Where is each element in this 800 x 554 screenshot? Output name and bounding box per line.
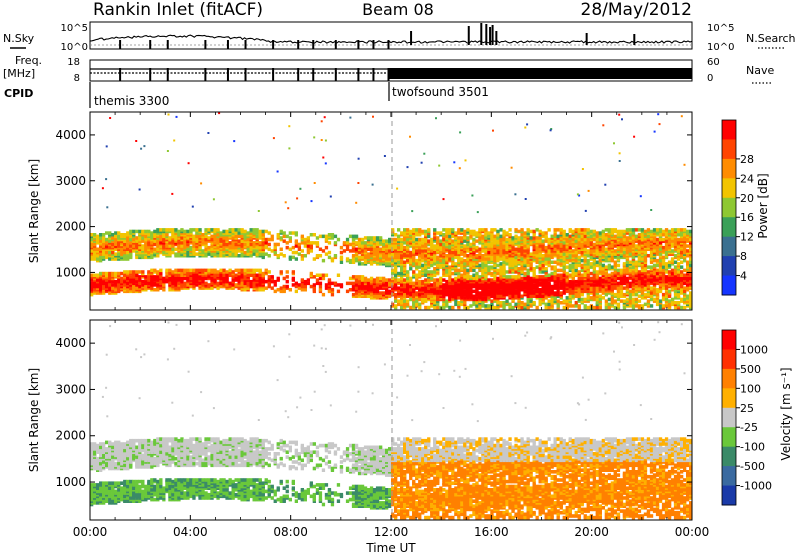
freq-tick-bottom: 8 (74, 73, 80, 84)
nsearch-tick-top: 10^5 (707, 23, 734, 34)
power-colorbar: 4 8 12 16 20 24 28 (721, 119, 754, 296)
x-tick-label: 08:00 (273, 525, 308, 539)
colorbar-tick-label: 12 (740, 231, 754, 244)
colorbar-tick-label: 20 (740, 192, 754, 205)
velocity-ylabel: Slant Range [km] (27, 368, 41, 472)
power-ylabel: Slant Range [km] (27, 159, 41, 263)
station-title: Rankin Inlet (fitACF) (93, 0, 263, 20)
colorbar-tick-label: 8 (740, 250, 747, 263)
nsky-trace (89, 34, 693, 44)
colorbar-tick-label: 4 (740, 270, 747, 283)
nsearch-spikes (410, 23, 636, 45)
x-tick-label: 12:00 (374, 525, 409, 539)
cpid-panel: CPID themis 3300 twofsound 3501 (4, 82, 489, 108)
freq-panel: Freq. [MHz] 18 8 60 0 Nave (3, 54, 774, 84)
power-panel: 1000 2000 3000 4000 Slant Range [km] (27, 111, 693, 311)
nave-label: Nave (746, 64, 774, 77)
x-axis-label: Time UT (365, 541, 416, 554)
velocity-colorbar: 1000 500 100 25 -25 -100 -500 -1000 (721, 329, 772, 506)
date-title: 28/May/2012 (581, 0, 693, 20)
colorbar-tick-label: 25 (740, 402, 754, 415)
nsky-tick-bottom: 10^0 (61, 42, 88, 53)
colorbar-tick-label: -100 (740, 441, 765, 454)
velocity-cells (90, 320, 692, 520)
nsky-panel: N.Sky 10^5 10^0 10^5 10^0 N.Search (3, 21, 796, 53)
x-tick-label: 00:00 (675, 525, 710, 539)
colorbar-tick-label: 24 (740, 172, 754, 185)
colorbar-tick-label: 28 (740, 153, 754, 166)
y-tick-label: 3000 (55, 382, 86, 396)
colorbar-tick-label: -500 (740, 460, 765, 473)
colorbar-tick-label: -1000 (740, 480, 772, 493)
power-colorbar-label: Power [dB] (756, 173, 770, 238)
x-tick-label: 00:00 (73, 525, 108, 539)
freq-unit: [MHz] (3, 67, 35, 80)
nsky-tick-top: 10^5 (61, 23, 88, 34)
nsearch-tick-bottom: 10^0 (707, 42, 734, 53)
freq-tick-top: 18 (67, 57, 80, 68)
nave-tick-top: 60 (707, 57, 720, 68)
nsearch-label: N.Search (746, 32, 796, 45)
y-tick-label: 2000 (55, 220, 86, 234)
y-tick-label: 1000 (55, 475, 86, 489)
y-tick-label: 1000 (55, 265, 86, 279)
x-tick-label: 20:00 (574, 525, 609, 539)
colorbar-tick-label: 1000 (740, 343, 768, 356)
colorbar-tick-label: -25 (740, 421, 758, 434)
colorbar-tick-label: 16 (740, 211, 754, 224)
nave-tick-bottom: 0 (707, 73, 713, 84)
colorbar-tick-label: 500 (740, 363, 761, 376)
y-tick-label: 4000 (55, 128, 86, 142)
freq-drops (119, 68, 390, 81)
y-tick-label: 4000 (55, 336, 86, 350)
nave-block (389, 68, 692, 79)
velocity-colorbar-label: Velocity [m s⁻¹] (779, 367, 793, 460)
colorbar-tick-label: 100 (740, 382, 761, 395)
nsky-label: N.Sky (3, 32, 35, 45)
nsky-drops (119, 40, 390, 49)
freq-label: Freq. (15, 54, 42, 67)
velocity-panel: 1000 2000 3000 4000 Slant Range [km] (27, 319, 693, 521)
cpid-segment-2: twofsound 3501 (392, 85, 489, 99)
cpid-segment-1: themis 3300 (94, 94, 169, 108)
x-tick-label: 04:00 (173, 525, 208, 539)
power-cells (90, 112, 692, 310)
beam-title: Beam 08 (362, 0, 434, 19)
x-axis: 00:00 04:00 08:00 12:00 16:00 20:00 00:00 (73, 112, 710, 539)
x-tick-label: 16:00 (474, 525, 509, 539)
cpid-label: CPID (4, 87, 33, 100)
y-tick-label: 2000 (55, 429, 86, 443)
y-tick-label: 3000 (55, 174, 86, 188)
